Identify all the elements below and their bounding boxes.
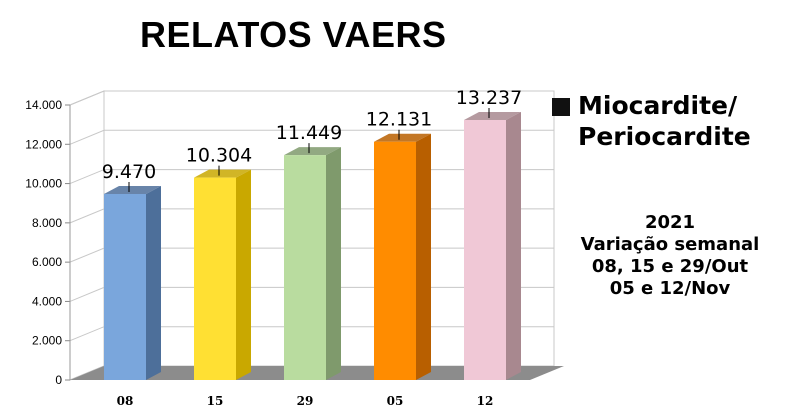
note-dates-nov: 05 e 12/Nov [609, 278, 731, 299]
bar [284, 155, 326, 380]
y-tick-label: 0 [55, 373, 62, 387]
bar-top [194, 169, 251, 178]
bar-side [236, 169, 251, 380]
bar [374, 141, 416, 380]
bar-side [416, 133, 431, 380]
x-tick-label: 15 [207, 394, 224, 408]
legend-label: Miocardite/ Periocardite [578, 91, 751, 151]
data-label: 9.470 [102, 161, 156, 183]
bar-top [464, 111, 521, 120]
bar-side [146, 185, 161, 380]
bar-top [374, 133, 431, 142]
data-label: 13.237 [456, 87, 522, 109]
y-tick-label: 8.000 [32, 216, 62, 230]
y-tick-label: 2.000 [32, 334, 62, 348]
bar-side [326, 147, 341, 380]
note-year: 2021 [644, 212, 696, 233]
x-tick-label: 29 [297, 394, 314, 408]
note-subtitle: Variação semanal [580, 234, 760, 255]
bar [104, 193, 146, 380]
y-tick-label: 6.000 [32, 255, 62, 269]
data-label: 11.449 [276, 122, 342, 144]
y-tick-label: 12.000 [25, 137, 62, 151]
bar-top [104, 185, 161, 194]
chart-note: 2021 Variação semanal 08, 15 e 29/Out 05… [560, 212, 780, 300]
side-wall [69, 90, 105, 381]
bar [464, 119, 506, 381]
bar [194, 177, 236, 380]
y-tick-label: 14.000 [25, 98, 62, 112]
legend-swatch [552, 98, 570, 116]
x-tick-label: 08 [117, 394, 134, 408]
gridline [69, 90, 554, 106]
data-label: 10.304 [186, 145, 252, 167]
y-tick-label: 10.000 [25, 177, 62, 191]
bar-top [284, 147, 341, 156]
chart-title: RELATOS VAERS [140, 14, 447, 55]
x-tick-label: 12 [477, 394, 494, 408]
data-label: 12.131 [366, 109, 432, 131]
gridline [69, 129, 554, 145]
y-tick-label: 4.000 [32, 294, 62, 308]
x-tick-label: 05 [387, 394, 404, 408]
bar-side [506, 111, 521, 381]
note-dates-oct: 08, 15 e 29/Out [591, 256, 749, 277]
legend: Miocardite/ Periocardite [552, 90, 751, 152]
